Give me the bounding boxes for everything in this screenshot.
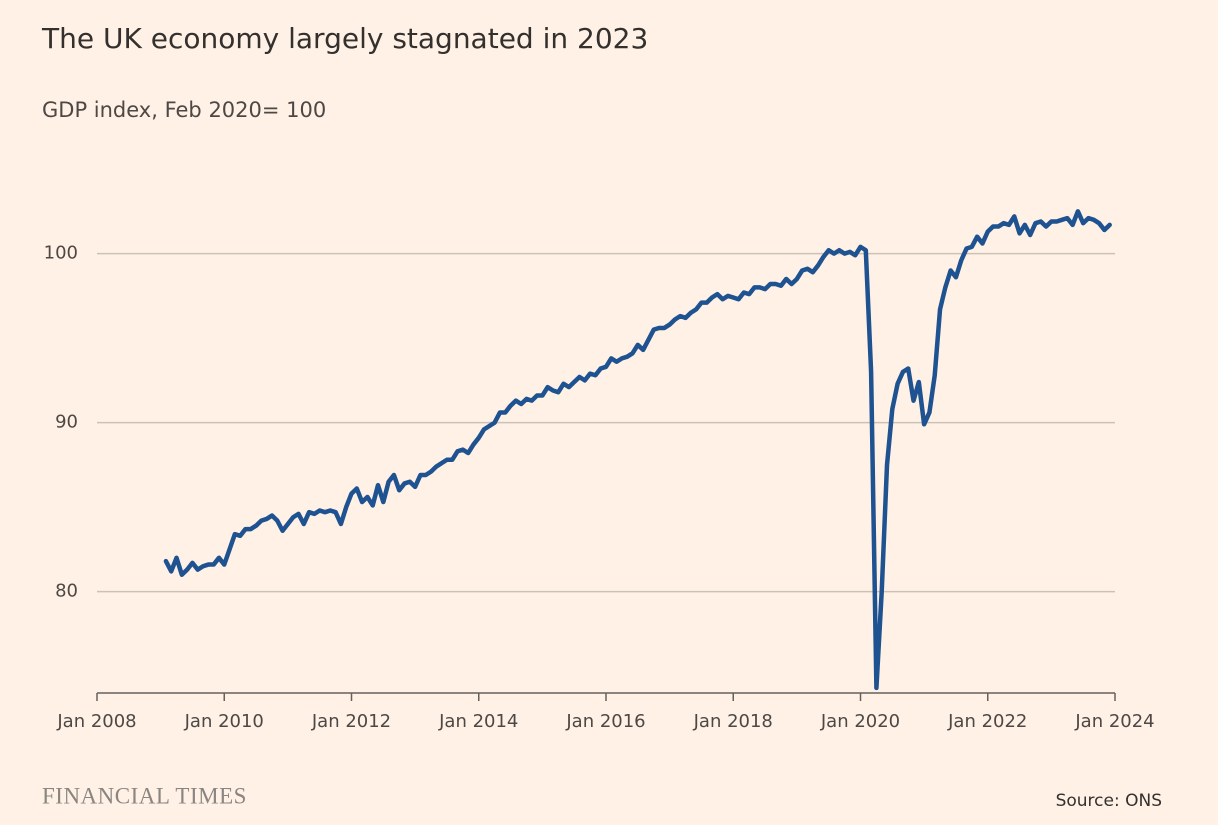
x-tick-label: Jan 2020 <box>820 711 900 732</box>
x-tick-label: Jan 2022 <box>947 711 1027 732</box>
x-tick-label: Jan 2008 <box>56 711 136 732</box>
data-line <box>163 209 1112 691</box>
source: Source: ONS <box>1056 791 1162 811</box>
y-tick-label: 100 <box>44 243 78 264</box>
y-tick-label: 80 <box>55 581 78 602</box>
brand: FINANCIAL TIMES <box>42 783 247 808</box>
chart-subtitle: GDP index, Feb 2020= 100 <box>42 98 326 122</box>
x-tick-label: Jan 2024 <box>1074 711 1154 732</box>
y-tick-label: 90 <box>55 412 78 433</box>
x-tick-label: Jan 2014 <box>438 711 518 732</box>
x-tick-label: Jan 2012 <box>311 711 391 732</box>
x-tick-label: Jan 2018 <box>693 711 773 732</box>
chart-title: The UK economy largely stagnated in 2023 <box>41 22 648 55</box>
x-tick-label: Jan 2010 <box>184 711 264 732</box>
x-tick-label: Jan 2016 <box>565 711 645 732</box>
